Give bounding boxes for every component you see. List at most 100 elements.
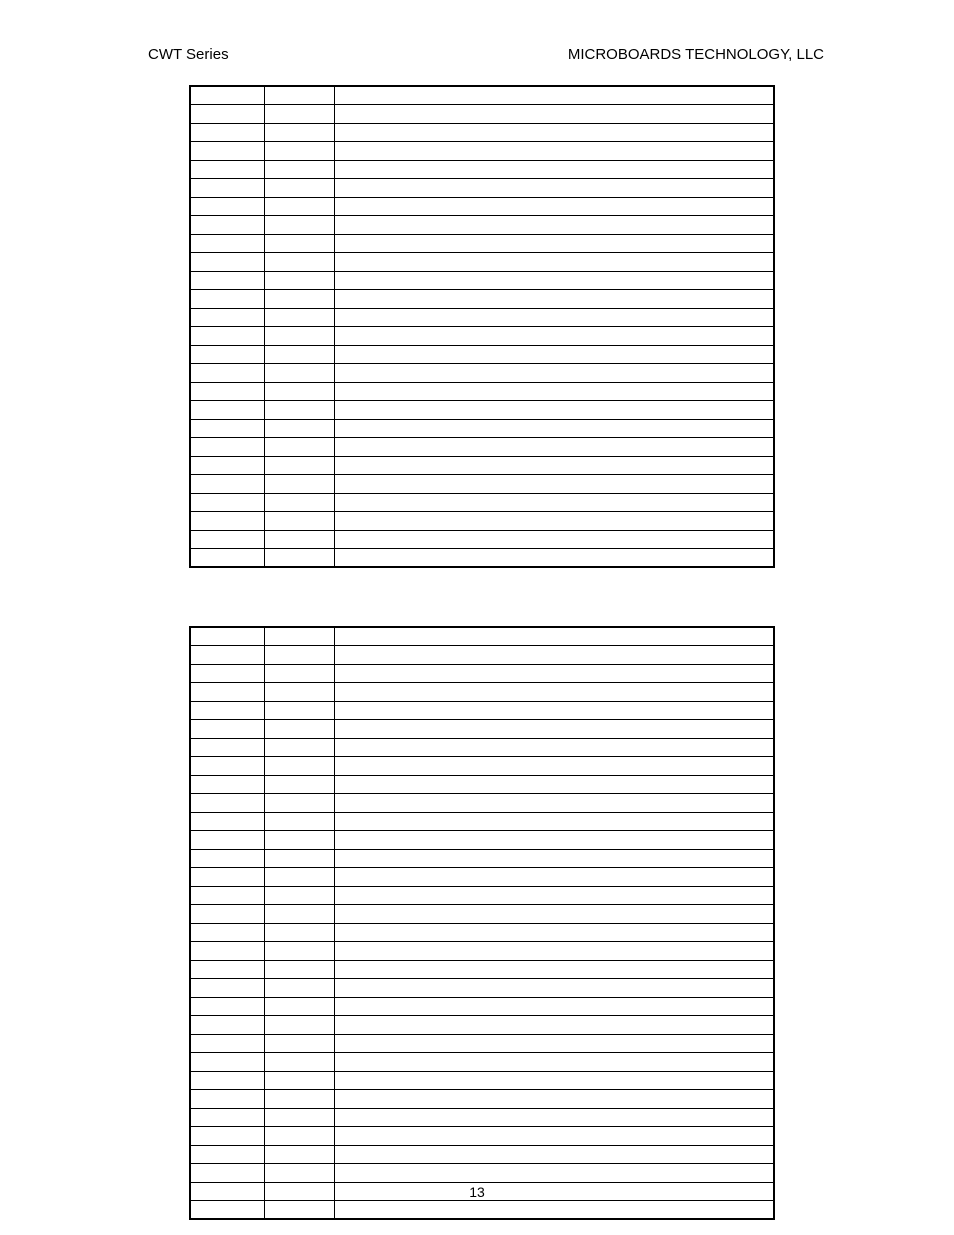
table-cell: [190, 997, 264, 1016]
table-cell: [334, 664, 774, 683]
table-row: [190, 1164, 774, 1183]
table-cell: [190, 923, 264, 942]
table-row: [190, 456, 774, 475]
table-cell: [334, 438, 774, 457]
table-cell: [264, 775, 334, 794]
table-cell: [334, 738, 774, 757]
table-cell: [190, 683, 264, 702]
table-cell: [190, 493, 264, 512]
table-cell: [334, 794, 774, 813]
table-cell: [190, 1164, 264, 1183]
table-row: [190, 382, 774, 401]
table-row: [190, 327, 774, 346]
header-right-text: MICROBOARDS TECHNOLOGY, LLC: [568, 46, 824, 63]
table-cell: [334, 142, 774, 161]
table-cell: [264, 1182, 334, 1201]
page-header: CWT Series MICROBOARDS TECHNOLOGY, LLC: [0, 0, 954, 63]
table-row: [190, 1108, 774, 1127]
table-cell: [190, 886, 264, 905]
page-number: 13: [469, 1184, 485, 1200]
table-cell: [264, 179, 334, 198]
table-cell: [334, 456, 774, 475]
table-cell: [264, 345, 334, 364]
table-row: [190, 1201, 774, 1220]
table-row: [190, 1016, 774, 1035]
table-cell: [264, 905, 334, 924]
table-row: [190, 179, 774, 198]
table-row: [190, 308, 774, 327]
table-cell: [264, 142, 334, 161]
table-cell: [264, 456, 334, 475]
table-cell: [190, 775, 264, 794]
table-row: [190, 997, 774, 1016]
table-cell: [264, 979, 334, 998]
header-left-text: CWT Series: [148, 46, 229, 63]
table-row: [190, 401, 774, 420]
table-row: [190, 886, 774, 905]
table-row: [190, 979, 774, 998]
table-cell: [190, 794, 264, 813]
table-row: [190, 197, 774, 216]
table-cell: [190, 757, 264, 776]
table-cell: [334, 549, 774, 568]
table-cell: [264, 327, 334, 346]
table-cell: [334, 960, 774, 979]
table-cell: [334, 1127, 774, 1146]
table-cell: [190, 738, 264, 757]
table-cell: [190, 1090, 264, 1109]
table-row: [190, 701, 774, 720]
table-row: [190, 1034, 774, 1053]
table-row: [190, 142, 774, 161]
table-row: [190, 794, 774, 813]
table-row: [190, 812, 774, 831]
table-cell: [334, 290, 774, 309]
table-row: [190, 290, 774, 309]
table-cell: [190, 627, 264, 646]
table-cell: [334, 701, 774, 720]
table-cell: [264, 738, 334, 757]
table-row: [190, 160, 774, 179]
table-cell: [334, 646, 774, 665]
table-cell: [190, 438, 264, 457]
table-row: [190, 831, 774, 850]
table-cell: [190, 364, 264, 383]
table-cell: [334, 123, 774, 142]
table-cell: [264, 997, 334, 1016]
table-cell: [334, 1016, 774, 1035]
table-2-container: [189, 626, 775, 1220]
table-cell: [190, 123, 264, 142]
table-cell: [264, 960, 334, 979]
table-cell: [190, 475, 264, 494]
table-cell: [264, 530, 334, 549]
table-cell: [264, 1016, 334, 1035]
table-cell: [334, 401, 774, 420]
table-cell: [334, 1108, 774, 1127]
table-row: [190, 664, 774, 683]
table-cell: [334, 512, 774, 531]
table-cell: [334, 720, 774, 739]
table-cell: [190, 216, 264, 235]
table-cell: [190, 1071, 264, 1090]
table-row: [190, 549, 774, 568]
table-cell: [190, 720, 264, 739]
table-cell: [264, 123, 334, 142]
table-cell: [334, 627, 774, 646]
table-cell: [334, 1201, 774, 1220]
table-cell: [190, 549, 264, 568]
table-cell: [190, 271, 264, 290]
table-cell: [190, 456, 264, 475]
table-cell: [264, 438, 334, 457]
table-row: [190, 1090, 774, 1109]
table-cell: [334, 1090, 774, 1109]
table-cell: [334, 475, 774, 494]
table-row: [190, 720, 774, 739]
table-cell: [334, 382, 774, 401]
table-cell: [264, 493, 334, 512]
table-cell: [264, 382, 334, 401]
table-cell: [334, 216, 774, 235]
table-row: [190, 683, 774, 702]
table-cell: [334, 849, 774, 868]
table-cell: [190, 1108, 264, 1127]
table-cell: [264, 942, 334, 961]
table-cell: [264, 794, 334, 813]
